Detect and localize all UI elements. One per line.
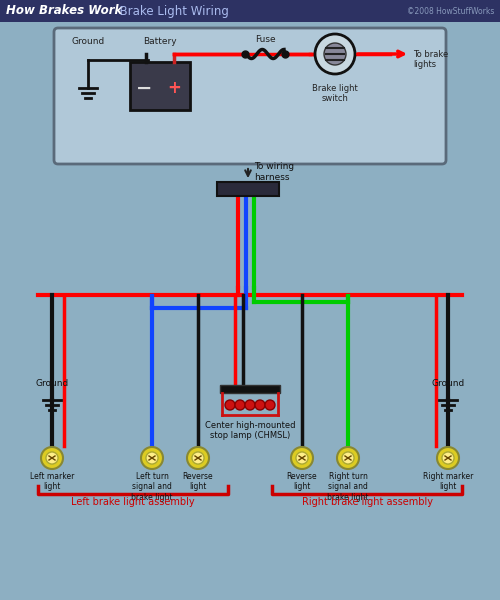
- Circle shape: [235, 400, 245, 410]
- FancyBboxPatch shape: [54, 28, 446, 164]
- Text: Right marker
light: Right marker light: [423, 472, 473, 491]
- Circle shape: [291, 447, 313, 469]
- Text: Right brake light assembly: Right brake light assembly: [302, 497, 432, 507]
- Circle shape: [225, 400, 235, 410]
- Text: +: +: [167, 79, 181, 97]
- Circle shape: [245, 400, 255, 410]
- Circle shape: [187, 447, 209, 469]
- Circle shape: [192, 452, 204, 464]
- Text: Ground: Ground: [432, 379, 464, 388]
- Circle shape: [442, 452, 454, 464]
- Text: Ground: Ground: [36, 379, 68, 388]
- Text: Left brake light assembly: Left brake light assembly: [71, 497, 195, 507]
- Text: Ground: Ground: [72, 37, 104, 46]
- Circle shape: [141, 447, 163, 469]
- Text: Battery: Battery: [143, 37, 177, 46]
- Bar: [220, 385, 280, 393]
- Circle shape: [296, 452, 308, 464]
- Text: Reverse
light: Reverse light: [182, 472, 214, 491]
- Text: Center high-mounted
stop lamp (CHMSL): Center high-mounted stop lamp (CHMSL): [205, 421, 295, 440]
- Text: Reverse
light: Reverse light: [286, 472, 318, 491]
- Circle shape: [337, 447, 359, 469]
- Text: ©2008 HowStuffWorks: ©2008 HowStuffWorks: [406, 7, 494, 16]
- Text: −: −: [136, 79, 152, 97]
- Text: Right turn
signal and
brake light: Right turn signal and brake light: [327, 472, 369, 502]
- Text: Left turn
signal and
brake light: Left turn signal and brake light: [131, 472, 173, 502]
- Circle shape: [342, 452, 354, 464]
- Text: Fuse: Fuse: [254, 35, 276, 44]
- Text: Brake light
switch: Brake light switch: [312, 84, 358, 103]
- Text: Left marker
light: Left marker light: [30, 472, 74, 491]
- Bar: [217, 182, 279, 196]
- Circle shape: [146, 452, 158, 464]
- Circle shape: [324, 43, 346, 65]
- Text: How Brakes Work: How Brakes Work: [6, 4, 122, 17]
- Circle shape: [46, 452, 58, 464]
- Text: To brake
lights: To brake lights: [413, 50, 448, 70]
- Bar: [130, 62, 190, 110]
- Circle shape: [265, 400, 275, 410]
- Bar: [0, 0, 500, 22]
- Circle shape: [437, 447, 459, 469]
- Circle shape: [41, 447, 63, 469]
- Circle shape: [255, 400, 265, 410]
- Text: Brake Light Wiring: Brake Light Wiring: [112, 4, 229, 17]
- Circle shape: [315, 34, 355, 74]
- Text: To wiring
harness: To wiring harness: [254, 162, 294, 182]
